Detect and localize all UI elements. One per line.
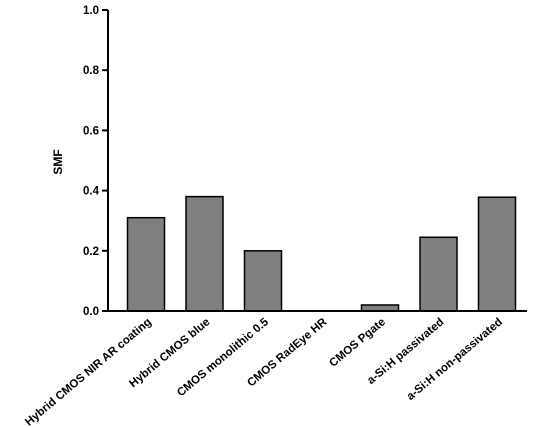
bar-2: [185, 195, 224, 312]
bar-3: [243, 250, 283, 312]
y-tick-label-1: 0.0: [83, 306, 99, 318]
y-axis: 0.0 0.2 0.4 0.6 0.8 1.0: [83, 5, 109, 318]
y-tick-label-6: 1.0: [83, 5, 99, 17]
x-tick-label-5: CMOS Pgate: [327, 316, 388, 370]
bar-7: [477, 196, 517, 312]
x-tick-label-7: a-Si:H non-passivated: [405, 316, 505, 403]
y-tick-label-5: 0.8: [83, 65, 100, 77]
x-tick-label-1: Hybrid CMOS NIR AR coating: [23, 316, 154, 427]
bars-group: [126, 195, 517, 312]
y-tick-label-4: 0.6: [83, 125, 99, 137]
y-axis-title: SMF: [51, 149, 65, 174]
bar-1: [126, 216, 166, 312]
y-tick-label-3: 0.4: [83, 186, 100, 198]
bar-6: [419, 236, 458, 312]
y-tick-label-2: 0.2: [83, 246, 99, 258]
